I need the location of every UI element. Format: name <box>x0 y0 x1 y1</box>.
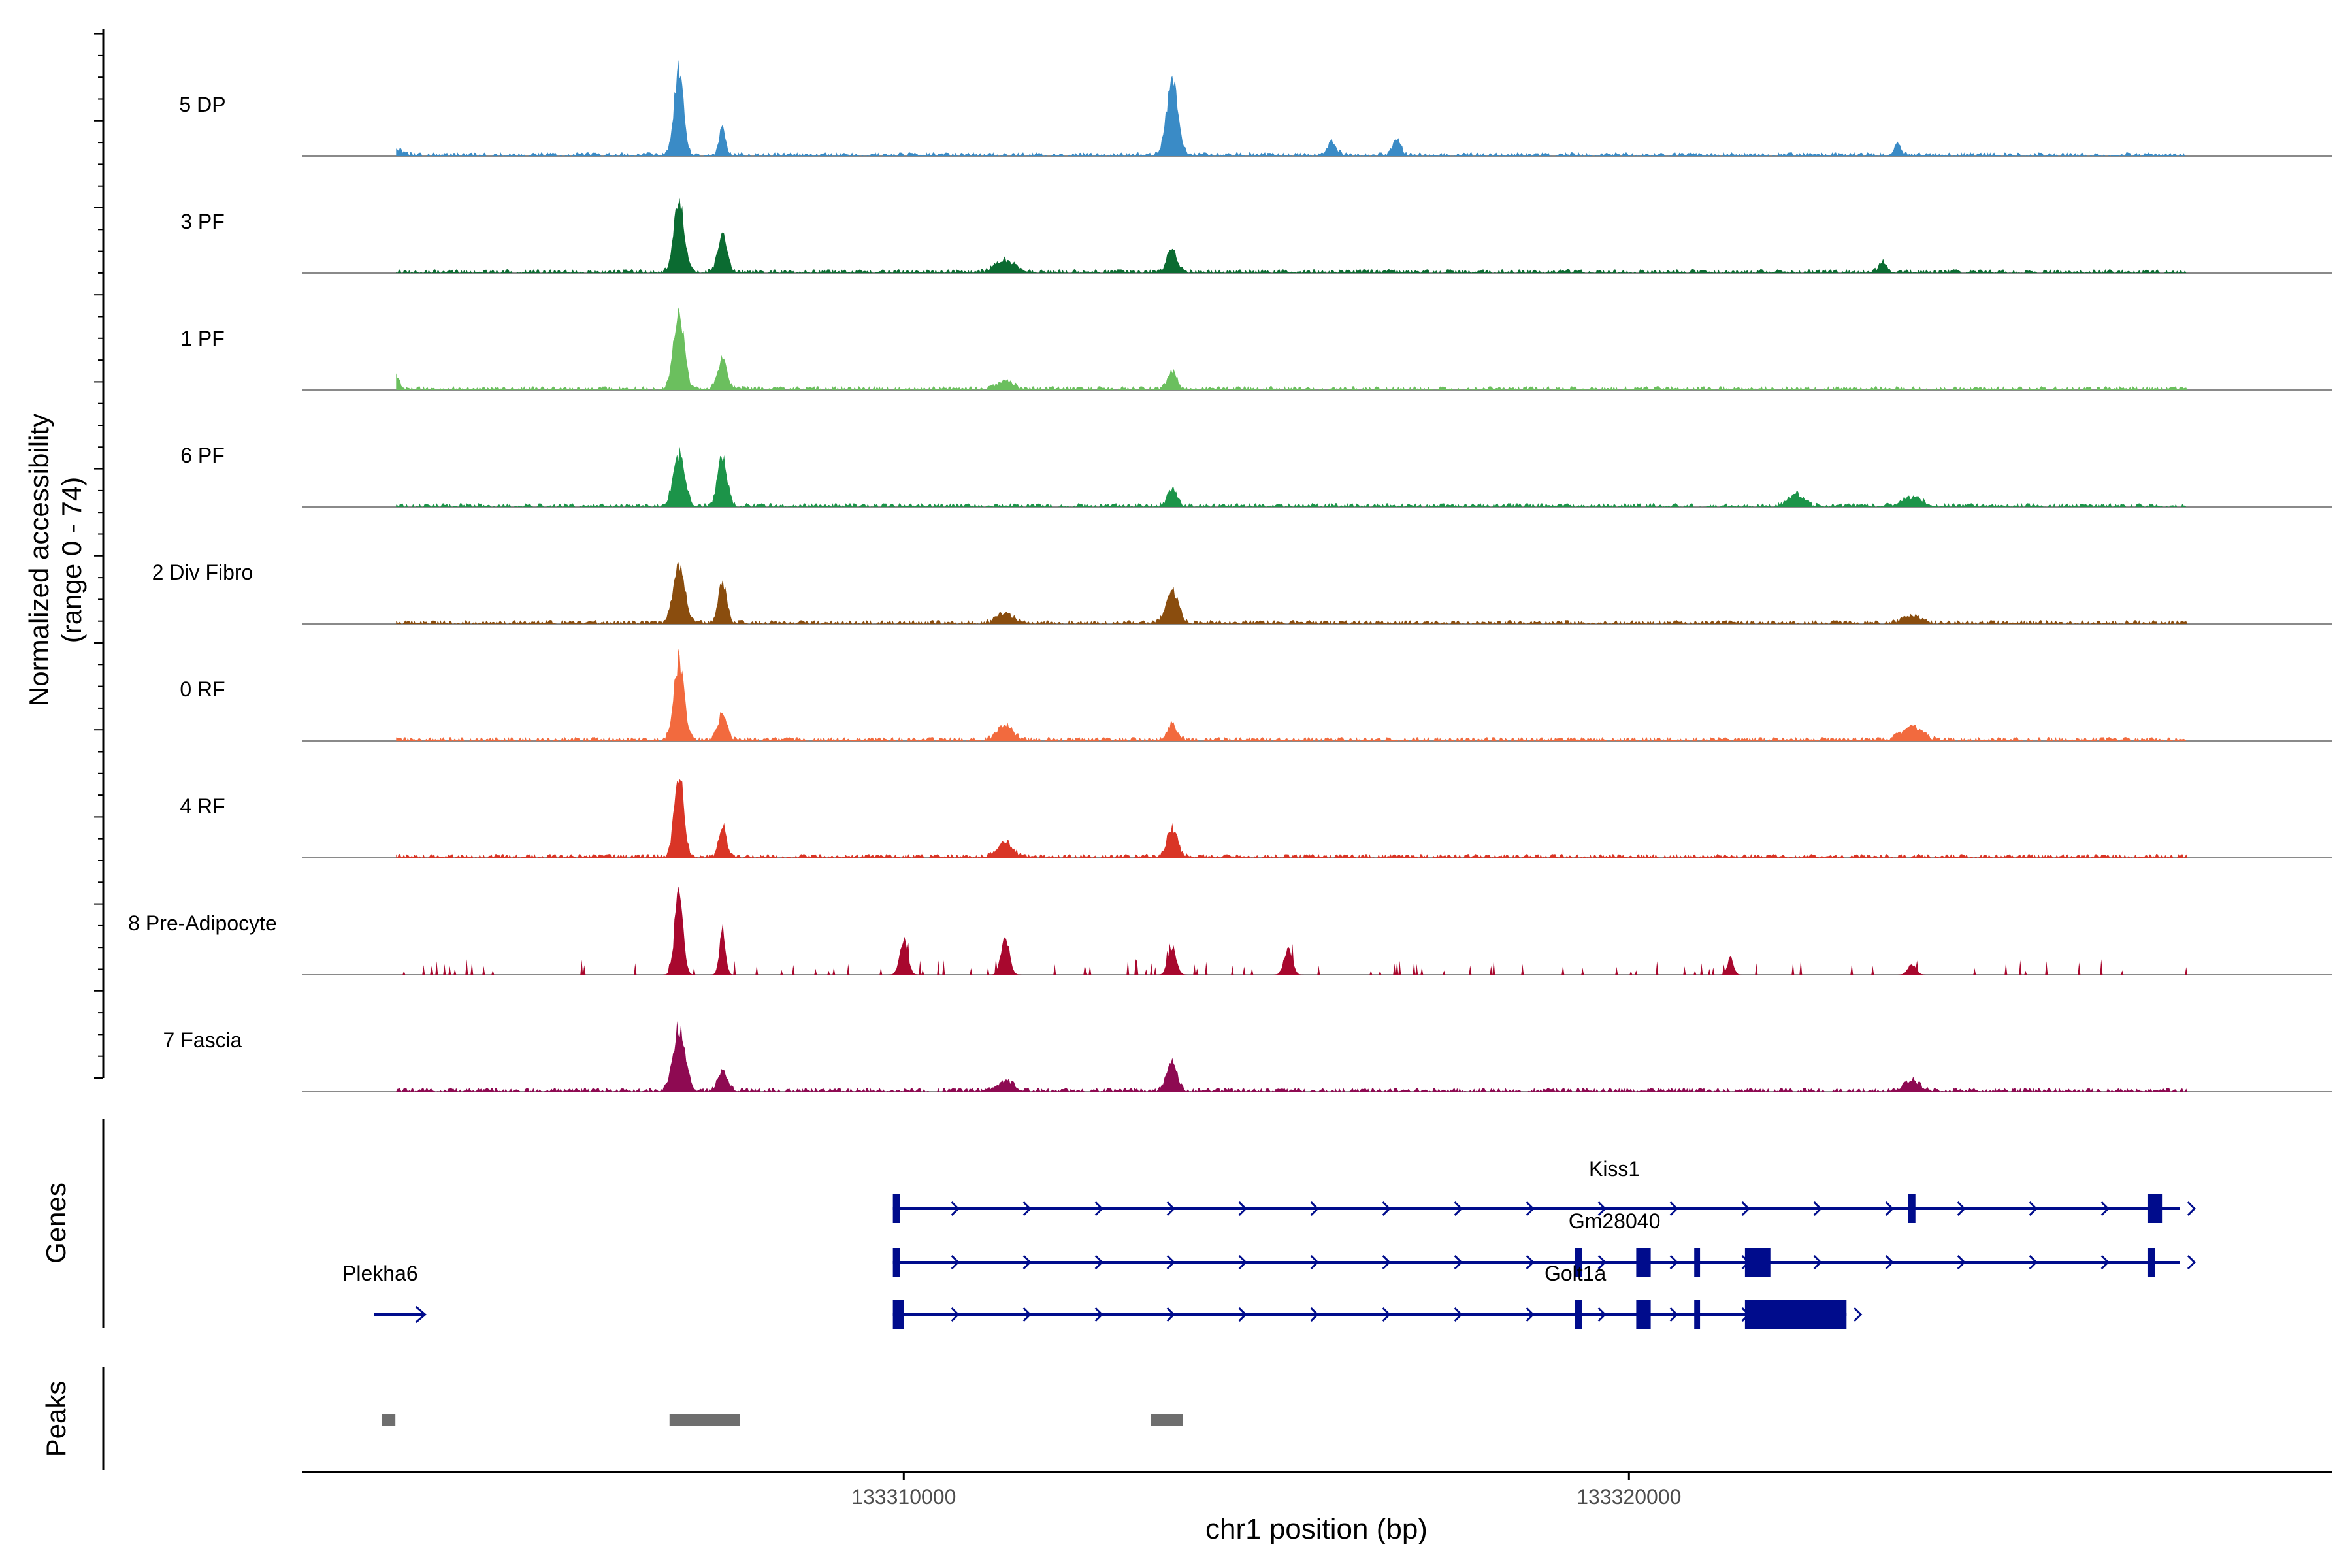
strand-arrow <box>1166 1307 1175 1322</box>
coverage-area <box>396 886 2187 975</box>
strand-arrow <box>1022 1201 1032 1217</box>
strand-arrow <box>1526 1201 1535 1217</box>
strand-arrow <box>2100 1201 2110 1217</box>
peak-region <box>669 1414 740 1426</box>
strand-arrow <box>1094 1254 1103 1270</box>
peak-region <box>1151 1414 1183 1426</box>
strand-arrow <box>1238 1201 1247 1217</box>
strand-arrow <box>1022 1254 1032 1270</box>
strand-arrow <box>1526 1307 1535 1322</box>
exon <box>2147 1194 2163 1223</box>
track-label: 0 RF <box>180 678 225 701</box>
strand-arrow <box>1957 1254 1966 1270</box>
exon <box>892 1194 900 1223</box>
y-axis-range-label: (range 0 - 74) <box>56 477 87 643</box>
strand-arrow <box>1597 1201 1607 1217</box>
gene-label: Gm28040 <box>1569 1209 1661 1233</box>
strand-arrow <box>1669 1201 1678 1217</box>
gene-label: Kiss1 <box>1589 1157 1640 1181</box>
strand-arrow <box>2029 1201 2038 1217</box>
strand-arrow <box>1166 1201 1175 1217</box>
exon <box>892 1300 904 1329</box>
strand-arrow <box>1741 1201 1750 1217</box>
y-axis-label: Normalized accessibility <box>24 414 54 706</box>
strand-arrow <box>1382 1307 1391 1322</box>
strand-arrow <box>415 1305 427 1324</box>
strand-arrow <box>1022 1307 1032 1322</box>
strand-arrow <box>1382 1201 1391 1217</box>
exon <box>1575 1248 1582 1277</box>
exon <box>1575 1300 1582 1329</box>
exon <box>1636 1248 1651 1277</box>
track-label: 8 Pre-Adipocyte <box>128 911 277 935</box>
exon <box>1636 1300 1651 1329</box>
strand-arrow <box>951 1254 960 1270</box>
strand-arrow <box>1454 1254 1463 1270</box>
peak-regions <box>382 1414 1183 1426</box>
exon <box>892 1248 900 1277</box>
exon <box>1744 1300 1847 1329</box>
coverage-tracks: 5 DP 3 PF 1 PF 6 PF 2 Div Fibro 0 RF 4 RF 8 Pre… <box>128 59 2332 1092</box>
strand-arrow <box>951 1307 960 1322</box>
peaks-panel-label: Peaks <box>41 1381 71 1458</box>
strand-arrow <box>1597 1254 1607 1270</box>
gene-label: Plekha6 <box>342 1262 418 1285</box>
track-label: 6 PF <box>180 444 225 467</box>
track-label: 7 Fascia <box>163 1028 242 1052</box>
strand-arrow <box>1454 1307 1463 1322</box>
strand-arrow <box>1813 1201 1822 1217</box>
track-label: 2 Div Fibro <box>152 561 253 584</box>
strand-arrow <box>1854 1307 1863 1322</box>
strand-arrow <box>951 1201 960 1217</box>
peak-region <box>382 1414 396 1426</box>
track-label: 5 DP <box>179 93 225 116</box>
exon <box>1908 1194 1916 1223</box>
x-axis-tick-label: 133320000 <box>1576 1485 1681 1509</box>
x-axis-label: chr1 position (bp) <box>1205 1513 1428 1545</box>
strand-arrow <box>1094 1201 1103 1217</box>
strand-arrow <box>1885 1254 1894 1270</box>
exon <box>1744 1248 1771 1277</box>
x-axis: 133310000 133320000 <box>851 1472 1681 1509</box>
strand-arrow <box>1454 1201 1463 1217</box>
strand-arrow <box>2187 1254 2197 1270</box>
gene-annotations: Kiss1 Gm28040 Golt1a Plekha6 <box>342 1157 2197 1329</box>
exon <box>1694 1300 1701 1329</box>
track-label: 1 PF <box>180 327 225 350</box>
strand-arrow <box>2100 1254 2110 1270</box>
strand-arrow <box>1238 1254 1247 1270</box>
strand-arrow <box>1166 1254 1175 1270</box>
strand-arrow <box>1310 1201 1319 1217</box>
genes-panel-label: Genes <box>41 1183 71 1264</box>
strand-arrow <box>1597 1307 1607 1322</box>
strand-arrow <box>2029 1254 2038 1270</box>
track-label: 3 PF <box>180 210 225 233</box>
strand-arrow <box>1310 1254 1319 1270</box>
strand-arrow <box>1813 1254 1822 1270</box>
gene-label: Golt1a <box>1544 1262 1606 1285</box>
track-label: 4 RF <box>180 794 225 818</box>
x-axis-tick-label: 133310000 <box>851 1485 956 1509</box>
tracks-y-axis <box>94 29 105 1079</box>
strand-arrow <box>1957 1201 1966 1217</box>
strand-arrow <box>1885 1201 1894 1217</box>
strand-arrow <box>1238 1307 1247 1322</box>
strand-arrow <box>1669 1254 1678 1270</box>
strand-arrow <box>1382 1254 1391 1270</box>
strand-arrow <box>1094 1307 1103 1322</box>
strand-arrow <box>2187 1201 2197 1217</box>
strand-arrow <box>1669 1307 1678 1322</box>
strand-arrow <box>1310 1307 1319 1322</box>
exon <box>2147 1248 2155 1277</box>
exon <box>1694 1248 1701 1277</box>
strand-arrow <box>1526 1254 1535 1270</box>
